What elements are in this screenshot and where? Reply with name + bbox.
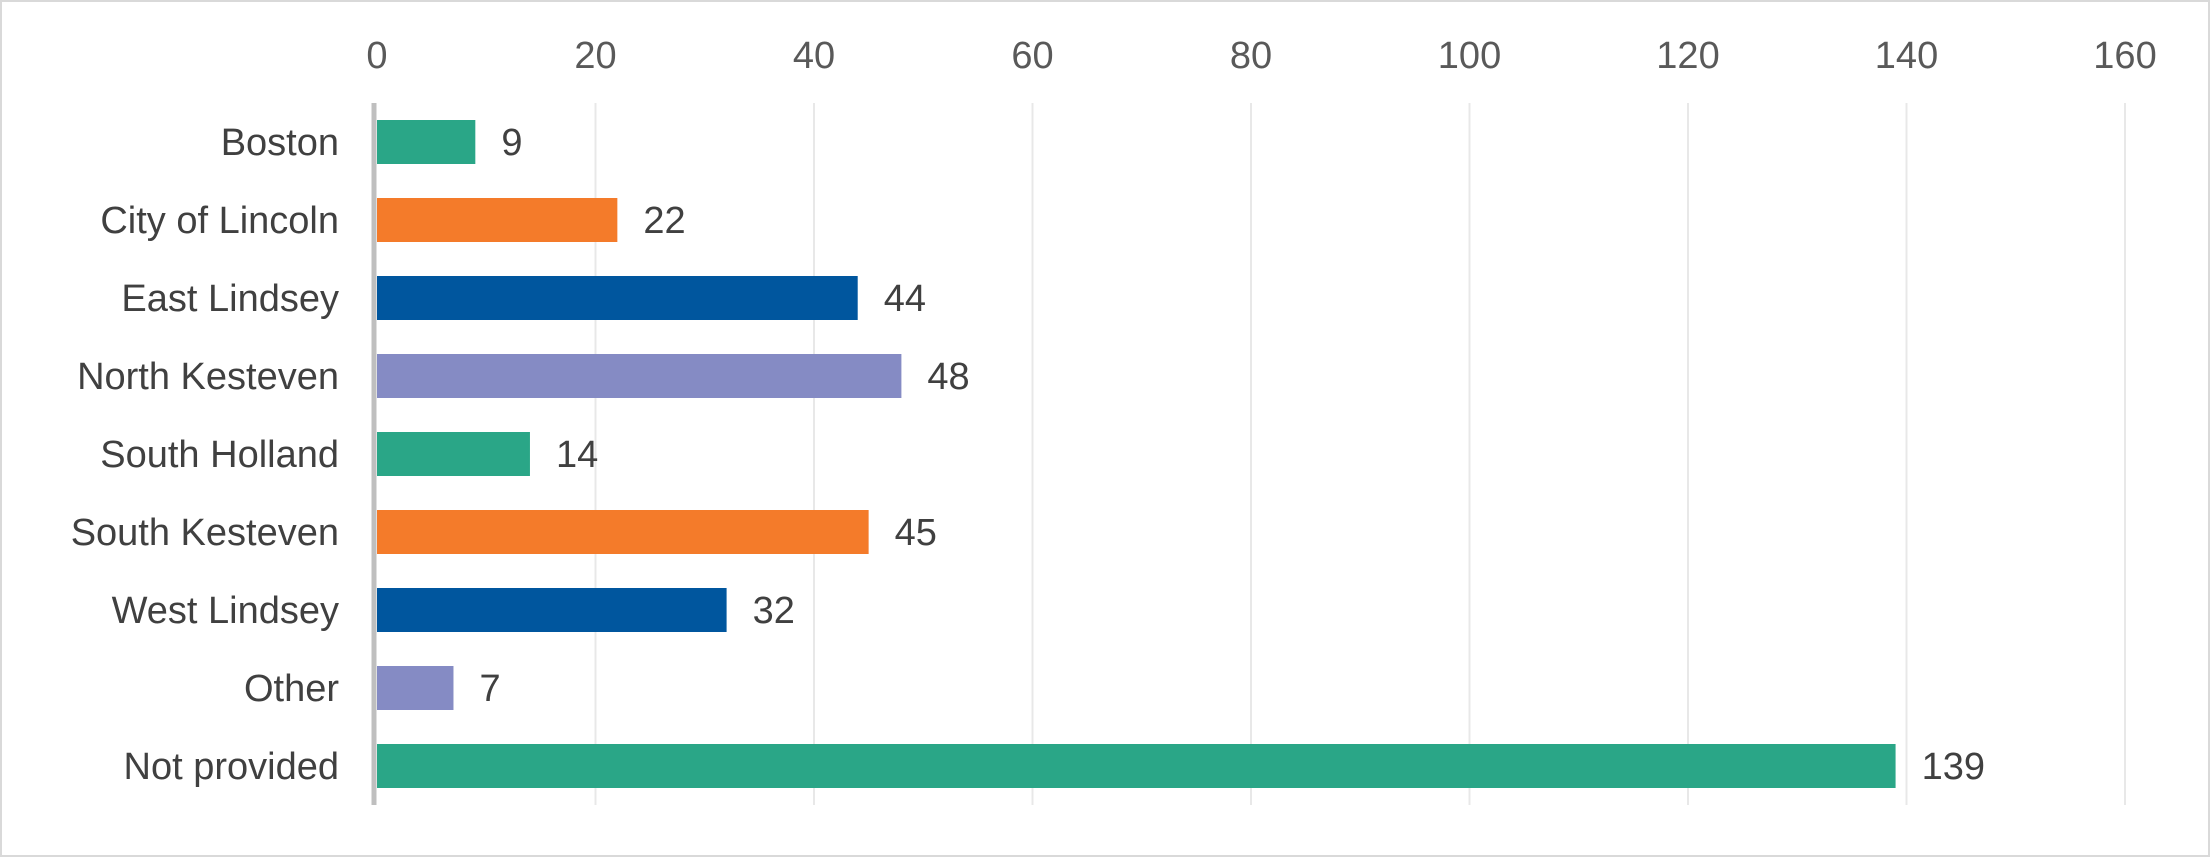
category-label-7: West Lindsey (112, 590, 339, 632)
bar-4 (377, 354, 902, 398)
category-label-6: South Kesteven (71, 512, 339, 554)
x-tick-label-80: 80 (1230, 35, 1272, 77)
x-tick-label-0: 0 (366, 35, 387, 77)
category-label-9: Not provided (124, 746, 339, 788)
data-label-5: 14 (556, 434, 598, 476)
x-tick-label-120: 120 (1656, 35, 1719, 77)
category-label-2: City of Lincoln (100, 200, 339, 242)
category-label-8: Other (244, 668, 339, 710)
x-tick-label-20: 20 (574, 35, 616, 77)
bar-8 (377, 666, 454, 710)
category-label-3: East Lindsey (121, 278, 339, 320)
category-label-4: North Kesteven (77, 356, 339, 398)
data-label-1: 9 (501, 122, 522, 164)
x-tick-label-40: 40 (793, 35, 835, 77)
data-label-9: 139 (1922, 746, 1985, 788)
bar-9 (377, 744, 1896, 788)
category-label-1: Boston (221, 122, 339, 164)
bar-7 (377, 588, 727, 632)
bar-3 (377, 276, 858, 320)
bar-5 (377, 432, 530, 476)
data-label-7: 32 (753, 590, 795, 632)
x-tick-label-60: 60 (1011, 35, 1053, 77)
bar-6 (377, 510, 869, 554)
x-tick-label-100: 100 (1438, 35, 1501, 77)
data-label-8: 7 (479, 668, 500, 710)
x-tick-label-160: 160 (2093, 35, 2156, 77)
x-tick-label-140: 140 (1875, 35, 1938, 77)
bar-2 (377, 198, 618, 242)
data-label-3: 44 (884, 278, 926, 320)
data-label-6: 45 (895, 512, 937, 554)
category-label-5: South Holland (100, 434, 339, 476)
bar-1 (377, 120, 476, 164)
data-label-2: 22 (643, 200, 685, 242)
data-label-4: 48 (927, 356, 969, 398)
